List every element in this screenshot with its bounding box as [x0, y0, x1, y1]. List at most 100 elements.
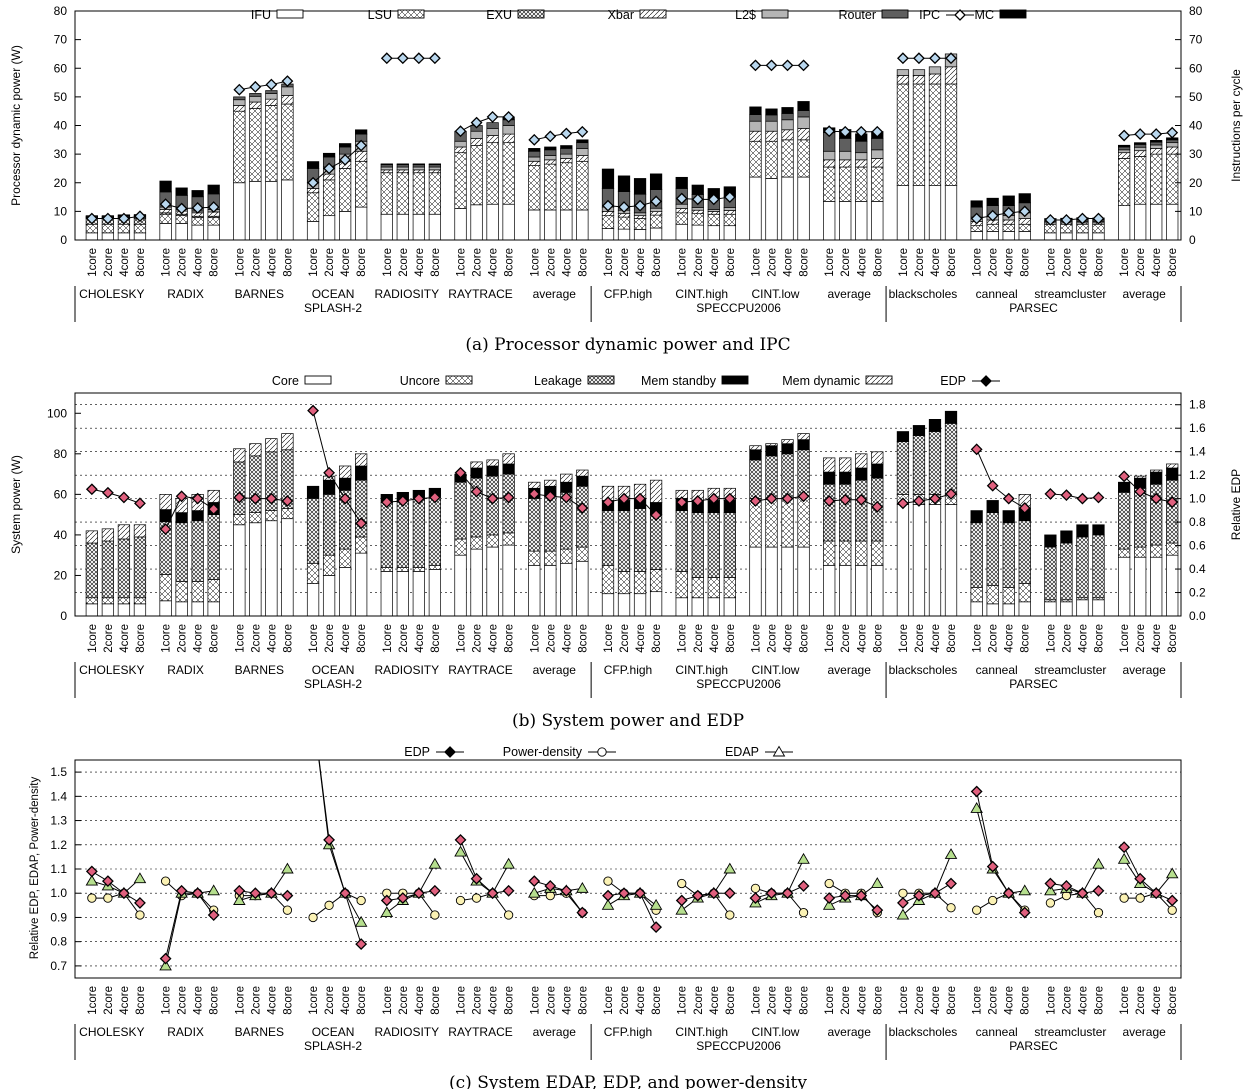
bar-segment: [380, 172, 393, 215]
x-tick-label: 4core: [930, 248, 942, 277]
y-tick-label: 1.3: [50, 814, 67, 828]
bar-segment: [675, 223, 688, 241]
series-marker: [1060, 880, 1073, 892]
y2-tick-label: 10: [1189, 204, 1203, 218]
series-marker: [527, 886, 541, 898]
bar-segment: [428, 172, 442, 215]
x-tick-label: 8core: [577, 248, 589, 277]
bar-segment: [617, 228, 631, 241]
legend-label: Uncore: [400, 374, 440, 388]
series-marker: [454, 834, 467, 846]
bar-segment: [944, 185, 958, 241]
x-tick-label: 8core: [872, 248, 884, 277]
y2-tick-label: 80: [1189, 4, 1203, 18]
x-tick-label: 1core: [1119, 986, 1131, 1015]
bar-segment: [265, 438, 278, 453]
series-marker: [470, 872, 483, 885]
x-tick-label: 2core: [324, 986, 336, 1015]
edp-line: [165, 495, 214, 530]
bar-segment: [823, 159, 836, 168]
x-tick-label: 4core: [1004, 248, 1016, 277]
edp-marker: [1018, 502, 1031, 514]
bar-segment: [502, 142, 515, 205]
bar-segment: [601, 168, 615, 189]
series-marker: [207, 909, 220, 921]
bar-segment: [986, 603, 999, 617]
legend-swatch: [445, 375, 473, 385]
series-marker: [282, 905, 293, 915]
bar-segment: [1092, 534, 1105, 599]
edp-marker: [249, 492, 262, 505]
edp-marker: [618, 492, 630, 505]
bar-segment: [380, 166, 393, 171]
ipc-marker: [560, 127, 573, 140]
bar-segment: [855, 540, 868, 566]
bar-segment: [1150, 148, 1163, 155]
series-marker: [945, 877, 957, 890]
series-marker: [1117, 852, 1131, 864]
bar-segment: [749, 120, 762, 132]
group-label: streamcluster: [1034, 287, 1106, 301]
x-tick-label: 8core: [1020, 986, 1032, 1015]
bar-segment: [470, 536, 483, 550]
suite-label: SPLASH-2: [304, 677, 362, 691]
x-tick-label: 2core: [472, 248, 484, 277]
bar-segment: [781, 107, 794, 114]
ipc-marker: [1060, 214, 1073, 226]
group-label: canneal: [976, 663, 1018, 677]
series-marker: [528, 875, 541, 888]
bar-segment: [528, 160, 541, 166]
y2-tick-label: 40: [1189, 119, 1203, 133]
bar-segment: [1002, 510, 1015, 524]
group-label: CINT.high: [675, 1025, 728, 1039]
bar-segment: [797, 101, 810, 111]
bar-segment: [175, 187, 188, 196]
ipc-marker: [618, 201, 630, 214]
bar-segment: [765, 178, 778, 241]
group-label: average: [828, 287, 872, 301]
bar-segment: [502, 532, 515, 546]
suite-label: SPECCPU2006: [696, 301, 781, 315]
bar-segment: [1092, 524, 1105, 536]
edp-marker: [839, 493, 852, 506]
bar-segment: [544, 146, 557, 151]
bar-segment: [649, 173, 663, 190]
bar-segment: [175, 522, 188, 582]
series-marker: [233, 894, 246, 905]
x-tick-label: 2core: [545, 248, 557, 277]
x-tick-label: 2core: [1061, 986, 1073, 1015]
legend-marker: [772, 745, 786, 757]
legend-swatch: [587, 375, 615, 385]
bar-segment: [970, 200, 983, 208]
x-tick-label: 8core: [872, 986, 884, 1015]
series-marker: [898, 888, 908, 898]
bar-segment: [191, 190, 204, 198]
bar-segment: [101, 597, 115, 605]
edp-marker: [380, 496, 393, 509]
bar-segment: [1134, 203, 1147, 241]
bar-segment: [207, 184, 220, 195]
edp-marker: [1060, 489, 1073, 502]
x-tick-label: 8core: [725, 986, 737, 1015]
bar-segment: [502, 133, 515, 144]
series-marker: [1045, 898, 1056, 908]
bar-segment: [85, 232, 98, 241]
x-tick-label: 4core: [340, 248, 352, 277]
bar-segment: [322, 215, 336, 241]
bar-segment: [560, 162, 573, 211]
bar-segment: [380, 169, 393, 174]
group-label: streamcluster: [1034, 663, 1106, 677]
bar-segment: [781, 119, 794, 131]
group-label: RADIOSITY: [374, 663, 439, 677]
ipc-marker: [1076, 212, 1089, 225]
bar-segment: [85, 597, 98, 605]
series-marker: [560, 884, 573, 897]
series-line: [607, 892, 657, 928]
bar-segment: [1134, 150, 1147, 157]
bar-segment: [1166, 139, 1179, 144]
bar-segment: [765, 498, 778, 548]
bar-segment: [486, 546, 499, 617]
bar-segment: [544, 159, 557, 165]
x-tick-label: 8core: [504, 986, 516, 1015]
x-tick-label: 4core: [414, 624, 426, 653]
